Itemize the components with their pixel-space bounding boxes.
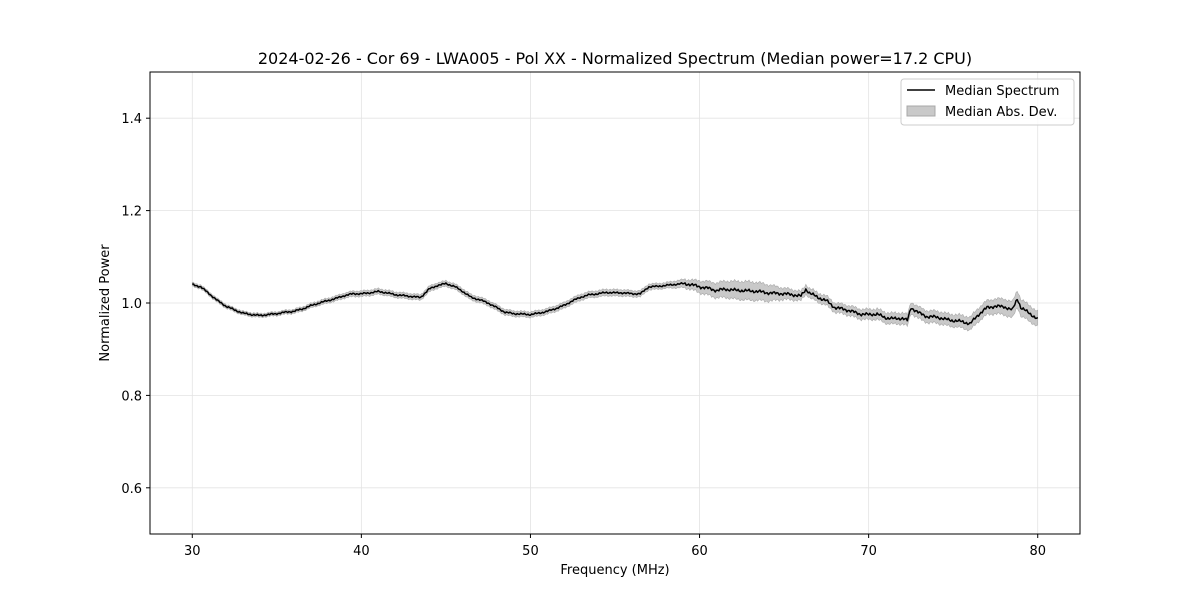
x-axis-label: Frequency (MHz) <box>560 563 669 578</box>
x-axis-ticks: 30 40 50 60 70 80 <box>184 534 1046 559</box>
mad-band <box>191 278 1039 332</box>
x-tick-label: 50 <box>522 544 539 559</box>
x-tick-label: 30 <box>184 544 201 559</box>
legend-box <box>900 78 1075 126</box>
y-tick-label: 0.8 <box>121 389 142 404</box>
x-tick-label: 70 <box>860 544 877 559</box>
y-axis-ticks: 0.6 0.8 1.0 1.2 1.4 <box>121 112 150 497</box>
legend-median-abs-dev: Median Abs. Dev. <box>945 105 1057 120</box>
legend-band-swatch <box>906 105 936 117</box>
y-tick-label: 1.4 <box>121 112 142 127</box>
y-axis-label: Normalized Power <box>98 244 113 362</box>
median-spectrum-line <box>192 281 1039 326</box>
y-tick-label: 1.0 <box>121 297 142 312</box>
mad-band-layer <box>191 278 1039 332</box>
x-tick-label: 80 <box>1029 544 1046 559</box>
chart-title: 2024-02-26 - Cor 69 - LWA005 - Pol XX - … <box>258 49 972 68</box>
median-line-layer <box>192 281 1039 326</box>
legend: Median Spectrum Median Abs. Dev. <box>900 78 1075 126</box>
y-tick-label: 1.2 <box>121 205 142 220</box>
x-tick-label: 40 <box>353 544 370 559</box>
x-tick-label: 60 <box>691 544 708 559</box>
y-tick-label: 0.6 <box>121 482 142 497</box>
legend-median-spectrum: Median Spectrum <box>945 84 1059 99</box>
